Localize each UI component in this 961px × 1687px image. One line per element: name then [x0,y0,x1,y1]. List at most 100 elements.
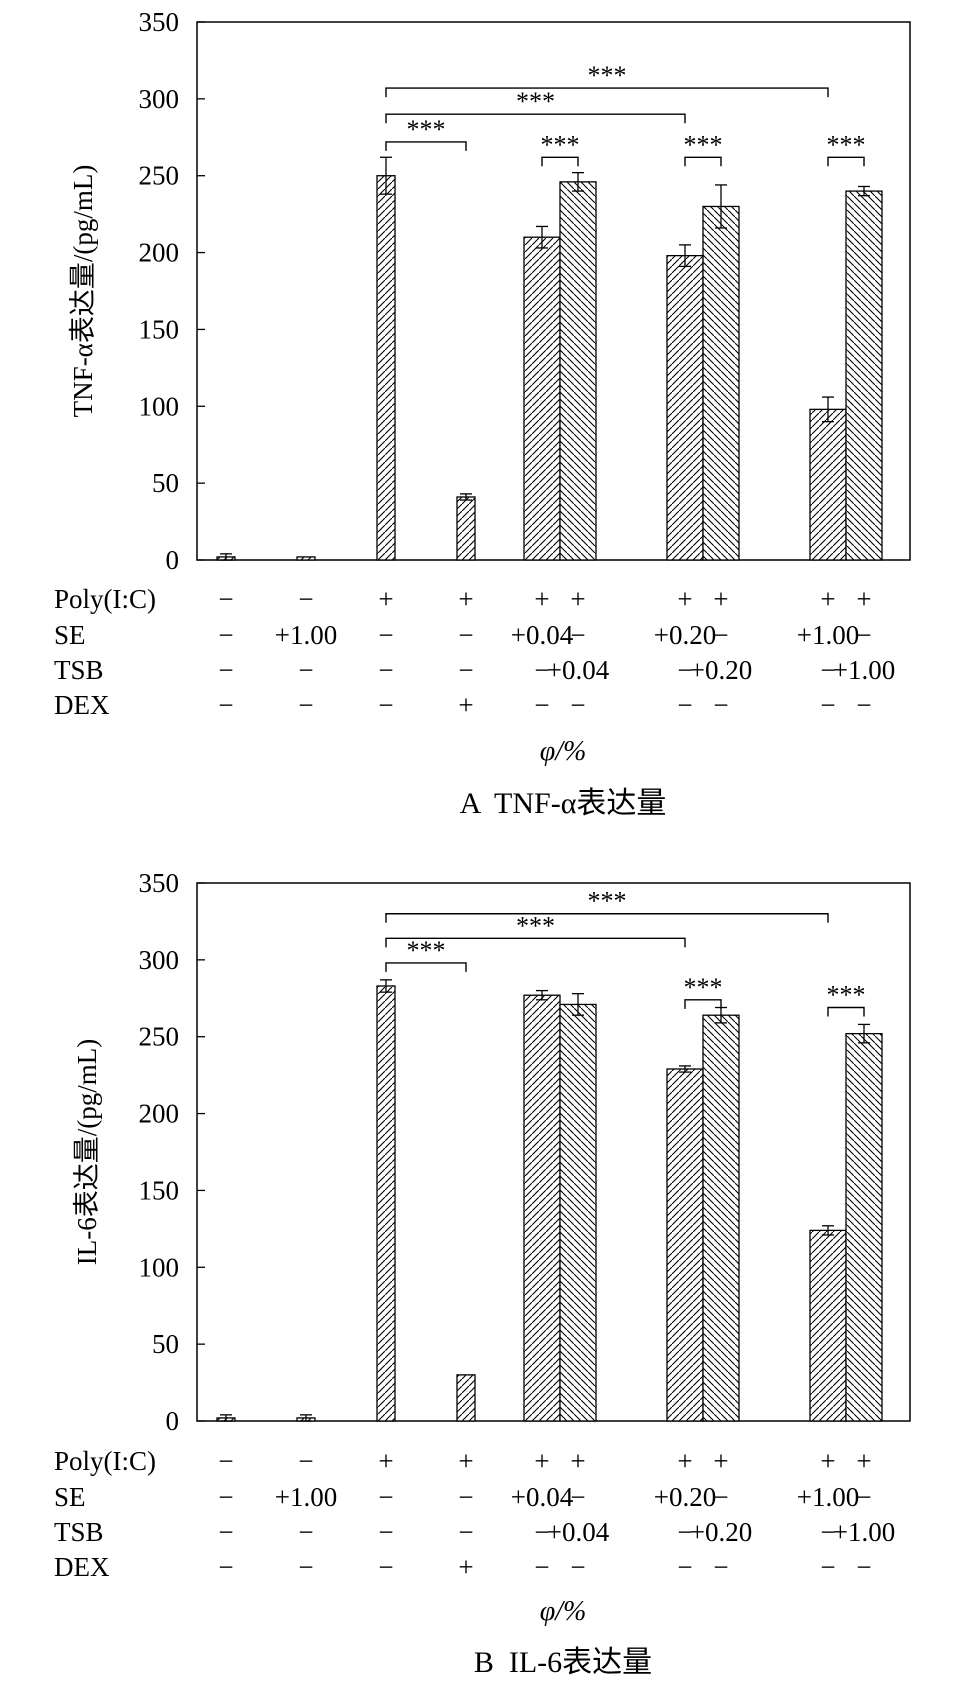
treatment-cell: − [298,1517,313,1547]
bar [559,1003,597,1422]
treatment-cell: +0.04 [547,1517,610,1547]
treatment-cell: − [298,690,313,720]
significance-bracket [385,87,829,98]
significance-brackets: *** *** *** *** *** [385,887,866,1017]
treatment-cell: + [820,1446,835,1476]
treatment-cell: − [298,655,313,685]
y-tick-label: 350 [139,7,180,37]
treatment-cell: − [534,1552,549,1582]
significance-brackets: *** *** *** *** *** *** [385,61,866,167]
treatment-row-label: TSB [54,655,104,685]
treatment-cell: + [856,584,871,614]
y-tick-label: 50 [152,468,179,498]
treatment-cell: − [534,1517,549,1547]
treatment-cell: − [298,584,313,614]
significance-bracket [385,937,686,948]
significance-bracket [684,999,722,1009]
significance-label: *** [516,87,555,116]
treatment-cell: − [218,690,233,720]
treatment-cell: − [570,620,585,650]
treatment-cell: − [713,1482,728,1512]
treatment-cell: − [378,1482,393,1512]
treatment-cell: − [218,1517,233,1547]
treatment-cell: − [378,655,393,685]
bar [456,1374,476,1422]
treatment-row-label: SE [54,620,86,650]
y-tick-label: 150 [139,314,180,344]
treatment-cell: +0.20 [690,655,752,685]
treatment-row-label: DEX [54,1552,110,1582]
y-axis-label: TNF-α表达量/(pg/mL) [68,165,98,418]
treatment-cell: − [856,690,871,720]
bars [216,156,883,561]
treatment-cell: + [820,584,835,614]
y-tick-label: 250 [139,1022,180,1052]
x-axis-label: φ/% [540,736,587,767]
treatment-cell: − [856,1482,871,1512]
treatment-cell: − [820,690,835,720]
y-tick-label: 350 [139,868,180,898]
significance-bracket [684,156,722,167]
significance-bracket [827,1006,865,1017]
treatment-row-label: SE [54,1482,86,1512]
y-tick-label: 300 [139,84,180,114]
treatment-cell: + [856,1446,871,1476]
treatment-cell: + [458,1446,473,1476]
significance-label: *** [684,973,723,1002]
treatment-cell: − [218,1552,233,1582]
treatment-cell: − [378,620,393,650]
y-tick-label: 100 [139,391,180,421]
treatment-cell: +1.00 [275,620,337,650]
treatment-cell: + [458,584,473,614]
significance-bracket [385,962,467,972]
significance-bracket [541,156,579,167]
panel-title: A TNF-α表达量 [460,787,667,820]
significance-bracket [385,113,686,124]
treatment-cell: − [713,1552,728,1582]
treatment-cell: − [378,690,393,720]
treatment-cell: +1.00 [275,1482,337,1512]
treatment-cell: − [458,655,473,685]
treatment-cell: + [534,1446,549,1476]
treatment-cell: +0.04 [547,655,610,685]
treatment-cell: + [713,584,728,614]
treatment-cell: − [534,655,549,685]
treatment-cell: − [218,584,233,614]
significance-label: *** [407,936,446,965]
panel-title: B IL-6表达量 [474,1646,652,1679]
bar [376,985,396,1422]
significance-label: *** [541,130,580,159]
treatment-cell: +1.00 [833,1517,895,1547]
treatment-cell: + [458,1552,473,1582]
treatment-cell: + [677,1446,692,1476]
treatment-cell: − [820,1517,835,1547]
treatment-cell: − [677,690,692,720]
y-tick-label: 0 [166,545,180,575]
treatment-cell: − [298,1446,313,1476]
treatment-cell: + [677,584,692,614]
treatment-cell: − [218,1482,233,1512]
treatment-cell: − [713,620,728,650]
treatment-cell: − [570,690,585,720]
treatment-cell: − [218,620,233,650]
treatment-cell: − [677,1517,692,1547]
bar [376,175,396,561]
treatment-table: −−−−−+1.00−−+−−−+−−+++0.04−−+−+0.04−++0.… [54,1446,895,1582]
significance-bracket [385,141,467,151]
treatment-cell: − [677,1552,692,1582]
treatment-cell: − [298,1552,313,1582]
significance-label: *** [516,911,555,940]
treatment-cell: − [856,620,871,650]
treatment-cell: + [570,584,585,614]
treatment-cell: +0.20 [654,620,716,650]
treatment-row-label: TSB [54,1517,104,1547]
y-tick-label: 100 [139,1252,180,1282]
y-axis: 0 50 100 150 200 250 300 350 [139,7,205,575]
treatment-cell: − [820,1552,835,1582]
treatment-cell: − [534,690,549,720]
y-axis-label: IL-6表达量/(pg/mL) [72,1039,102,1265]
bar [809,1229,847,1422]
bar [845,190,883,561]
